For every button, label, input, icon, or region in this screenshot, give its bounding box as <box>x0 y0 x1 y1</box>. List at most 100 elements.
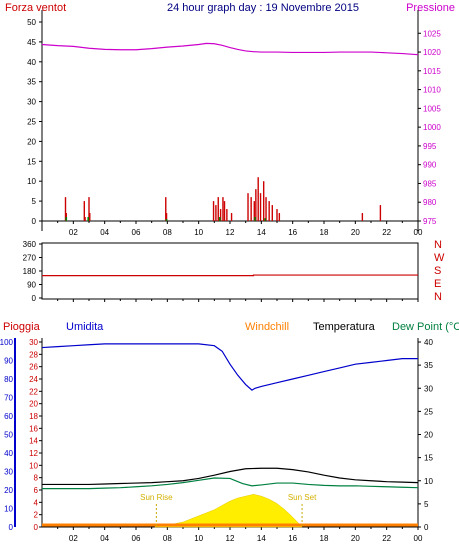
panel1-time-tick-label: 06 <box>132 228 141 237</box>
wind-tick-label: 20 <box>27 137 36 146</box>
temperature-tick-label: 5 <box>424 500 429 509</box>
rain-tick-label: 18 <box>29 412 38 421</box>
rain-tick-label: 14 <box>29 437 38 446</box>
sunset-label: Sun Set <box>288 493 317 502</box>
wind-tick-label: 50 <box>27 18 36 27</box>
panel3-time-tick-label: 00 <box>414 534 423 543</box>
temperature-tick-label: 10 <box>424 477 433 486</box>
rain-tick-label: 28 <box>29 350 38 359</box>
rain-tick-label: 24 <box>29 375 38 384</box>
compass-label: N <box>434 291 442 303</box>
panel1-time-tick-label: 00 <box>414 228 423 237</box>
panel1-time-tick-label: 18 <box>320 228 329 237</box>
pressure-tick-label: 1025 <box>423 29 441 38</box>
panel3-time-tick-label: 08 <box>163 534 172 543</box>
direction-tick-label: 360 <box>23 240 37 249</box>
direction-tick-labels: 0 90 180 270 360 <box>23 240 42 303</box>
panel1-time-tick-label: 14 <box>257 228 266 237</box>
humidity-tick-label: 40 <box>4 449 13 458</box>
wind-tick-label: 40 <box>27 58 36 67</box>
wind-tick-label: 45 <box>27 38 36 47</box>
humidity-tick-label: 60 <box>4 412 13 421</box>
gust-bars <box>65 217 267 221</box>
windchill-label: Windchill <box>245 321 289 333</box>
pressure-tick-label: 1000 <box>423 123 441 132</box>
wind-bars <box>64 177 382 221</box>
pressure-tick-label: 980 <box>423 198 437 207</box>
panel3-time-tick-label: 12 <box>226 534 235 543</box>
solar-radiation-area <box>154 494 303 528</box>
panel1-time-tick-label: 04 <box>100 228 109 237</box>
rain-axis-label: Pioggia <box>3 321 41 333</box>
rain-tick-label: 4 <box>34 498 39 507</box>
panel3-time-tick-label: 10 <box>194 534 203 543</box>
wind-direction-frame <box>41 242 419 300</box>
panel3-time-tick-label: 06 <box>132 534 141 543</box>
dewpoint-line <box>42 477 419 490</box>
rain-tick-label: 8 <box>34 474 39 483</box>
panel3-time-tick-label: 16 <box>288 534 297 543</box>
rain-tick-label: 10 <box>29 461 38 470</box>
wind-direction-line <box>42 274 418 277</box>
pressure-tick-label: 1020 <box>423 48 441 57</box>
temperature-tick-label: 25 <box>424 407 433 416</box>
wind-tick-label: 25 <box>27 118 36 127</box>
pressure-tick-labels: 975 980 985 990 995 1000 1005 1010 1015 1020 1025 <box>418 29 441 226</box>
temperature-label: Temperatura <box>313 321 376 333</box>
humidity-tick-label: 70 <box>4 394 13 403</box>
panel3-time-tick-label: 22 <box>382 534 391 543</box>
panel1-time-tick-label: 10 <box>194 228 203 237</box>
sunrise-label: Sun Rise <box>140 493 173 502</box>
rain-tick-label: 6 <box>34 486 39 495</box>
temperature-line <box>42 467 419 486</box>
direction-tick-label: 180 <box>23 267 37 276</box>
pressure-tick-label: 1010 <box>423 86 441 95</box>
temperature-tick-label: 35 <box>424 361 433 370</box>
humidity-tick-label: 20 <box>4 486 13 495</box>
wind-tick-label: 10 <box>27 177 36 186</box>
rain-tick-label: 0 <box>34 523 39 532</box>
panel1-time-tick-label: 20 <box>351 228 360 237</box>
panel3-time-tick-label: 20 <box>351 534 360 543</box>
direction-tick-label: 90 <box>27 281 36 290</box>
direction-tick-label: 270 <box>23 254 37 263</box>
panel3-time-tick-labels: 02 04 06 08 10 12 14 16 18 20 22 00 <box>57 527 423 543</box>
rain-tick-label: 22 <box>29 387 38 396</box>
humidity-tick-label: 90 <box>4 357 13 366</box>
compass-label: W <box>434 252 445 264</box>
humidity-tick-label: 50 <box>4 431 13 440</box>
compass-label: E <box>434 278 441 290</box>
wind-tick-label: 35 <box>27 78 36 87</box>
humidity-tick-label: 100 <box>0 338 14 347</box>
humidity-tick-label: 0 <box>9 523 14 532</box>
panel1-time-tick-label: 08 <box>163 228 172 237</box>
humidity-line <box>41 343 418 391</box>
pressure-tick-label: 995 <box>423 142 437 151</box>
rain-tick-label: 12 <box>29 449 38 458</box>
panel3-time-tick-label: 02 <box>69 534 78 543</box>
rain-tick-label: 2 <box>34 511 39 520</box>
temperature-tick-label: 0 <box>424 523 429 532</box>
panel3-time-tick-label: 18 <box>320 534 329 543</box>
direction-tick-label: 0 <box>32 294 37 303</box>
pressure-axis-label: Pressione <box>406 2 455 14</box>
wind-speed-axis-label: Forza ventot <box>5 2 66 14</box>
wind-tick-label: 15 <box>27 157 36 166</box>
pressure-tick-label: 1015 <box>423 67 441 76</box>
panel1-time-tick-label: 02 <box>69 228 78 237</box>
rain-tick-label: 20 <box>29 400 38 409</box>
humidity-axis-label: Umidita <box>66 321 104 333</box>
panel1-time-tick-label: 12 <box>226 228 235 237</box>
pressure-line <box>41 42 419 56</box>
temperature-tick-label: 40 <box>424 338 433 347</box>
wind-tick-label: 0 <box>32 217 37 226</box>
temperature-tick-label: 30 <box>424 384 433 393</box>
panel3-time-tick-label: 04 <box>100 534 109 543</box>
rain-tick-label: 30 <box>29 338 38 347</box>
temperature-tick-label: 15 <box>424 454 433 463</box>
panel2-time-ticks <box>57 299 419 302</box>
